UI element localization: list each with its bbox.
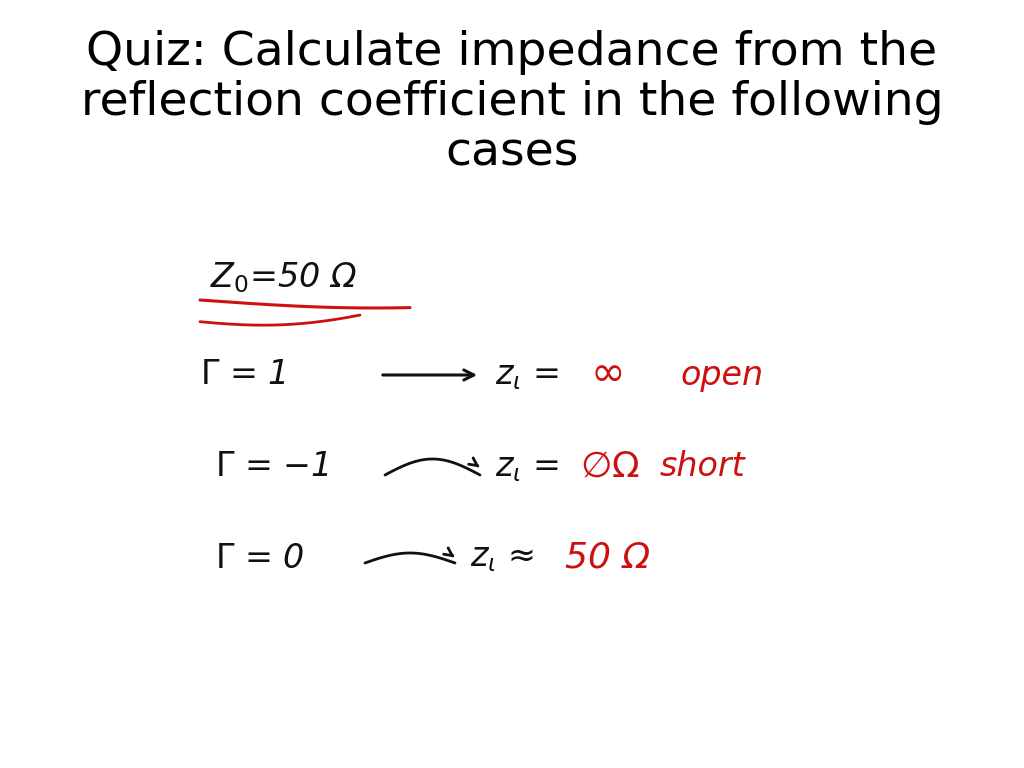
Text: $\Gamma$ = $-$1: $\Gamma$ = $-$1	[215, 451, 329, 484]
Text: $\emptyset$Ω: $\emptyset$Ω	[580, 450, 640, 484]
Text: $z_{\iota}$ =: $z_{\iota}$ =	[495, 451, 558, 484]
Text: cases: cases	[445, 130, 579, 175]
Text: open: open	[680, 359, 763, 392]
Text: short: short	[660, 451, 745, 484]
Text: reflection coefficient in the following: reflection coefficient in the following	[81, 80, 943, 125]
Text: $\mathit{Z}_0$=50 Ω: $\mathit{Z}_0$=50 Ω	[210, 260, 357, 296]
Text: $\Gamma$ = 0: $\Gamma$ = 0	[215, 541, 304, 574]
Text: Quiz: Calculate impedance from the: Quiz: Calculate impedance from the	[86, 30, 938, 75]
Text: $\Gamma$ = 1: $\Gamma$ = 1	[200, 359, 286, 392]
Text: 50 Ω: 50 Ω	[565, 541, 650, 575]
Text: $z_{\iota}$ =: $z_{\iota}$ =	[495, 359, 558, 392]
Text: $\infty$: $\infty$	[590, 352, 623, 394]
Text: $z_{\iota}$ ≈: $z_{\iota}$ ≈	[470, 541, 534, 574]
